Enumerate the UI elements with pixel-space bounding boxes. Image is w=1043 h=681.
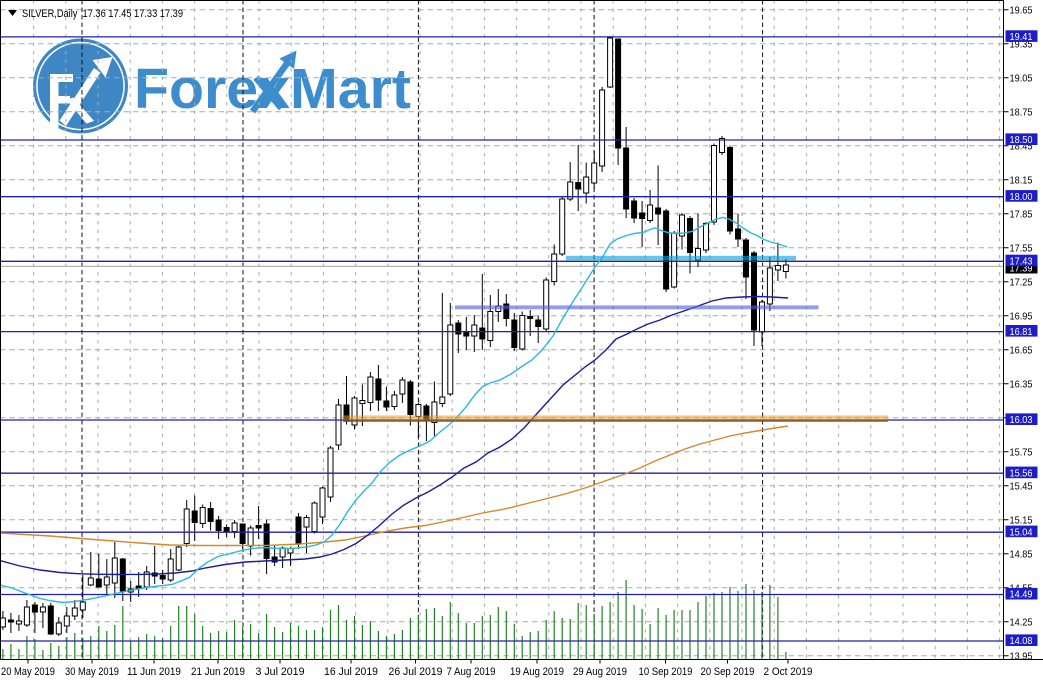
svg-text:15.04: 15.04	[1010, 526, 1033, 538]
svg-text:15.45: 15.45	[1010, 481, 1033, 493]
svg-text:20 Sep 2019: 20 Sep 2019	[701, 666, 755, 678]
svg-text:15.75: 15.75	[1010, 447, 1033, 459]
svg-text:15.56: 15.56	[1010, 467, 1033, 479]
svg-text:16 Jul 2019: 16 Jul 2019	[324, 666, 378, 678]
svg-text:13.95: 13.95	[1010, 651, 1033, 663]
svg-text:14.08: 14.08	[1010, 635, 1033, 647]
svg-text:16.35: 16.35	[1010, 379, 1033, 391]
svg-text:16.03: 16.03	[1010, 414, 1033, 426]
svg-text:18.15: 18.15	[1010, 175, 1033, 187]
svg-text:15.15: 15.15	[1010, 515, 1033, 527]
svg-text:11 Jun 2019: 11 Jun 2019	[127, 666, 181, 678]
svg-text:10 Sep 2019: 10 Sep 2019	[639, 666, 693, 678]
svg-text:14.49: 14.49	[1010, 589, 1033, 601]
svg-text:20 May 2019: 20 May 2019	[1, 666, 55, 678]
svg-text:19 Aug 2019: 19 Aug 2019	[510, 666, 564, 678]
svg-text:SILVER,Daily 17.36 17.45 17.3: SILVER,Daily 17.36 17.45 17.33 17.39	[22, 8, 183, 20]
svg-text:7 Aug 2019: 7 Aug 2019	[447, 666, 496, 678]
svg-text:19.05: 19.05	[1010, 73, 1033, 85]
svg-text:3 Jul 2019: 3 Jul 2019	[256, 666, 305, 678]
svg-text:30 May 2019: 30 May 2019	[65, 666, 119, 678]
svg-text:19.41: 19.41	[1010, 31, 1033, 43]
svg-text:19.65: 19.65	[1010, 5, 1033, 17]
svg-text:17.43: 17.43	[1010, 256, 1033, 268]
svg-text:29 Aug 2019: 29 Aug 2019	[573, 666, 627, 678]
svg-text:2 Oct 2019: 2 Oct 2019	[764, 666, 813, 678]
svg-text:16.81: 16.81	[1010, 326, 1033, 338]
svg-text:16.95: 16.95	[1010, 311, 1033, 323]
svg-text:14.25: 14.25	[1010, 617, 1033, 629]
svg-text:21 Jun 2019: 21 Jun 2019	[191, 666, 245, 678]
svg-text:18.50: 18.50	[1010, 134, 1033, 146]
svg-text:18.00: 18.00	[1010, 191, 1033, 203]
svg-text:18.75: 18.75	[1010, 107, 1033, 119]
svg-text:17.85: 17.85	[1010, 209, 1033, 221]
svg-text:26 Jul 2019: 26 Jul 2019	[389, 666, 443, 678]
svg-text:17.55: 17.55	[1010, 243, 1033, 255]
svg-text:17.25: 17.25	[1010, 277, 1033, 289]
svg-text:16.65: 16.65	[1010, 345, 1033, 357]
svg-text:14.85: 14.85	[1010, 549, 1033, 561]
